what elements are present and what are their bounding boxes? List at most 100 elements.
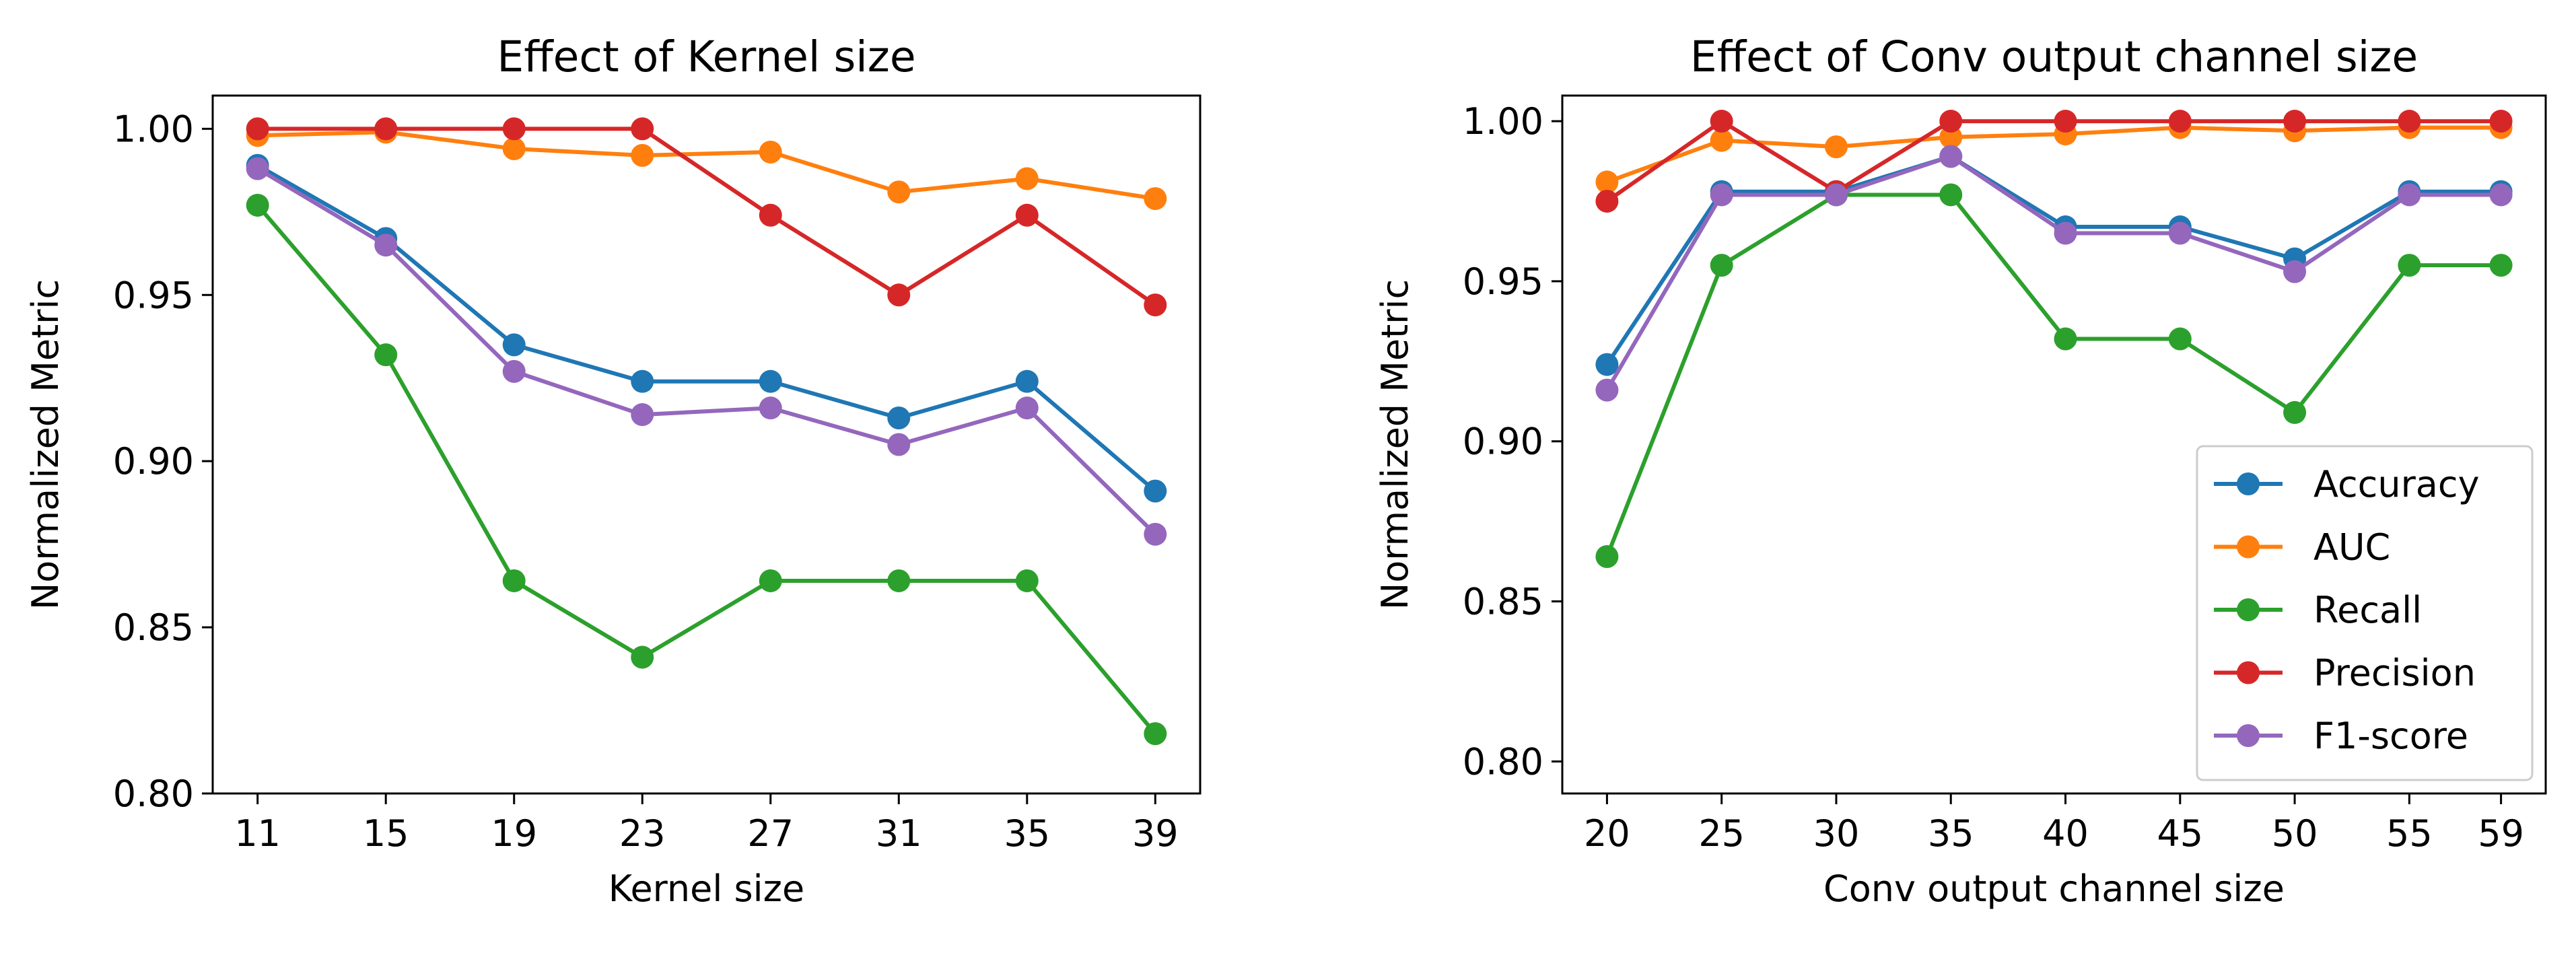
x-tick-label: 55 <box>2386 812 2433 855</box>
data-point-recall <box>759 569 782 592</box>
legend-label: F1-score <box>2313 715 2468 757</box>
data-point-f1-score <box>2054 221 2077 245</box>
series-accuracy <box>246 153 1167 503</box>
legend-entry-accuracy: Accuracy <box>2214 463 2480 505</box>
data-point-precision <box>502 117 526 141</box>
x-tick-label: 31 <box>876 812 922 855</box>
x-axis-label: Kernel size <box>608 868 805 910</box>
x-tick-label: 23 <box>619 812 666 855</box>
data-point-recall <box>887 569 911 592</box>
series-line-accuracy <box>1605 154 2501 366</box>
y-axis-label: Normalized Metric <box>24 279 67 610</box>
series-precision <box>246 117 1167 317</box>
y-tick-label: 0.90 <box>113 440 194 483</box>
x-tick-label: 50 <box>2272 812 2318 855</box>
data-point-f1-score <box>887 433 911 456</box>
series-line-recall <box>256 204 1157 736</box>
series-f1-score <box>1595 145 2513 402</box>
chart-title: Effect of Conv output channel size <box>1690 32 2418 81</box>
data-point-f1-score <box>374 234 398 257</box>
data-point-auc <box>887 180 911 204</box>
data-point-f1-score <box>1939 145 1963 168</box>
x-tick-label: 11 <box>234 812 281 855</box>
data-point-recall <box>2489 254 2513 277</box>
data-point-precision <box>1595 189 1619 213</box>
data-point-precision <box>631 117 654 141</box>
data-point-f1-score <box>502 359 526 383</box>
legend-marker <box>2237 661 2260 684</box>
data-point-precision <box>887 283 911 307</box>
y-tick-label: 0.95 <box>1463 260 1543 303</box>
series-recall <box>246 193 1167 746</box>
data-point-recall <box>1595 544 1619 568</box>
chart-conv-output-channel-size: Effect of Conv output channel size 0.80 0.… <box>1374 32 2547 910</box>
data-point-auc <box>631 143 654 167</box>
data-point-accuracy <box>887 406 911 429</box>
data-point-f1-score <box>1015 396 1039 420</box>
data-point-precision <box>2398 110 2421 133</box>
data-point-precision <box>1710 110 1733 133</box>
data-point-f1-score <box>2283 260 2307 283</box>
series-line-accuracy <box>256 164 1157 493</box>
legend: Accuracy AUC Recall Precision F1-score <box>2196 445 2534 781</box>
series-f1-score <box>246 157 1167 546</box>
x-tick-label: 39 <box>1132 812 1179 855</box>
y-tick-label: 0.85 <box>1463 581 1543 623</box>
legend-marker <box>2237 535 2260 559</box>
data-point-recall <box>2283 400 2307 424</box>
data-point-precision <box>2283 110 2307 133</box>
chart-kernel-size: Effect of Kernel size 0.80 0.85 0.90 0.95 1.0… <box>24 32 1202 910</box>
x-tick-label: 35 <box>1928 812 1974 855</box>
y-tick-label: 0.85 <box>113 606 194 649</box>
x-tick-label: 35 <box>1004 812 1050 855</box>
x-tick-label: 30 <box>1813 812 1860 855</box>
data-point-recall <box>1144 722 1167 746</box>
data-point-precision <box>2054 110 2077 133</box>
data-point-accuracy <box>631 369 654 393</box>
data-point-auc <box>1595 170 1619 194</box>
data-point-f1-score <box>631 403 654 427</box>
data-point-f1-score <box>759 396 782 420</box>
legend-marker <box>2237 598 2260 621</box>
y-tick-label: 0.90 <box>1463 421 1543 463</box>
data-point-accuracy <box>502 333 526 357</box>
series-precision <box>1595 110 2513 213</box>
data-point-recall <box>2054 327 2077 351</box>
legend-label: Precision <box>2313 652 2476 695</box>
legend-entry-recall: Recall <box>2214 589 2422 631</box>
legend-label: AUC <box>2313 526 2390 569</box>
data-point-auc <box>1939 125 1963 149</box>
x-tick-label: 40 <box>2042 812 2089 855</box>
data-point-precision <box>246 117 269 141</box>
data-point-f1-score <box>1710 183 1733 207</box>
x-tick-label: 59 <box>2478 812 2524 855</box>
y-tick-label: 0.80 <box>1463 740 1543 783</box>
y-tick-label: 1.00 <box>1463 100 1543 143</box>
data-point-recall <box>1939 183 1963 207</box>
data-point-auc <box>502 137 526 161</box>
data-point-f1-score <box>1144 522 1167 546</box>
data-point-recall <box>631 645 654 669</box>
x-tick-label: 45 <box>2157 812 2203 855</box>
data-point-f1-score <box>1595 378 1619 402</box>
data-point-f1-score <box>2168 221 2192 245</box>
series-line-auc <box>1606 125 2501 184</box>
data-point-f1-score <box>2489 183 2513 207</box>
series-line-precision <box>257 127 1157 307</box>
x-tick-label: 27 <box>747 812 794 855</box>
data-point-accuracy <box>1144 479 1167 503</box>
data-point-recall <box>1710 254 1733 277</box>
data-point-accuracy <box>1015 369 1039 393</box>
data-point-precision <box>2168 110 2192 133</box>
data-point-recall <box>2398 254 2421 277</box>
legend-marker <box>2237 724 2260 747</box>
x-tick-label: 19 <box>491 812 537 855</box>
series-line-f1-score <box>256 167 1157 536</box>
legend-entry-precision: Precision <box>2214 652 2476 695</box>
legend-entry-auc: AUC <box>2214 526 2390 569</box>
data-point-recall <box>246 193 269 217</box>
y-tick-label: 1.00 <box>113 108 194 150</box>
x-tick-label: 25 <box>1698 812 1745 855</box>
plot-frame <box>211 94 1202 795</box>
